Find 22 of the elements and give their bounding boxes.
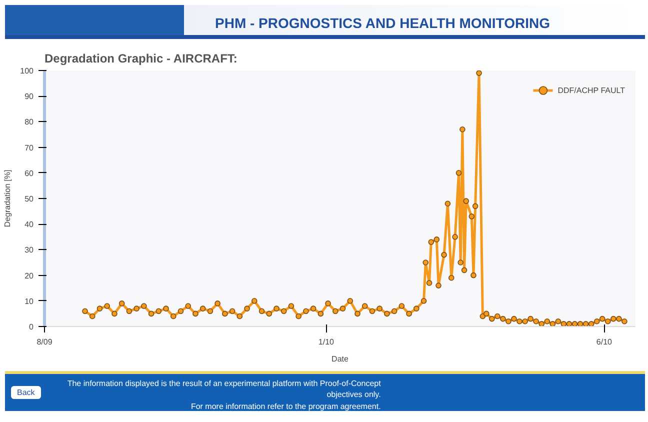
y-tick-label: 10 [24,296,34,306]
y-tick-label: 20 [24,271,34,280]
y-tick-label: 40 [24,220,34,230]
legend-label: DDF/ACHP FAULT [558,86,625,94]
chart-subtitle: Degradation Graphic - AIRCRAFT: [44,52,238,66]
y-tick-label: 90 [24,92,34,102]
chart-title: PHM - PROGNOSTICS AND HEALTH MONITORING [215,14,550,33]
y-tick-label: 30 [24,246,34,255]
y-tick-label: 80 [24,118,34,127]
x-tick-label: 8/09 [36,338,53,346]
x-tick-label: 6/10 [596,338,613,346]
y-tick-label: 70 [24,143,34,152]
text: The information displayed is the result of an experimental platform with Proof-of-Concept objectives only. [67,379,381,400]
y-tick-label: 50 [24,194,34,204]
x-tick-label: 1/10 [318,338,335,346]
y-axis-title: Degradation [%] [3,170,12,228]
y-tick-label: 60 [24,168,34,178]
x-axis-title: Date [332,354,349,364]
text: For more information refer to the program agreement. [190,402,381,411]
y-tick-label: 100 [20,66,34,76]
text: Back [11,386,41,400]
y-tick-label: 0 [29,322,34,332]
